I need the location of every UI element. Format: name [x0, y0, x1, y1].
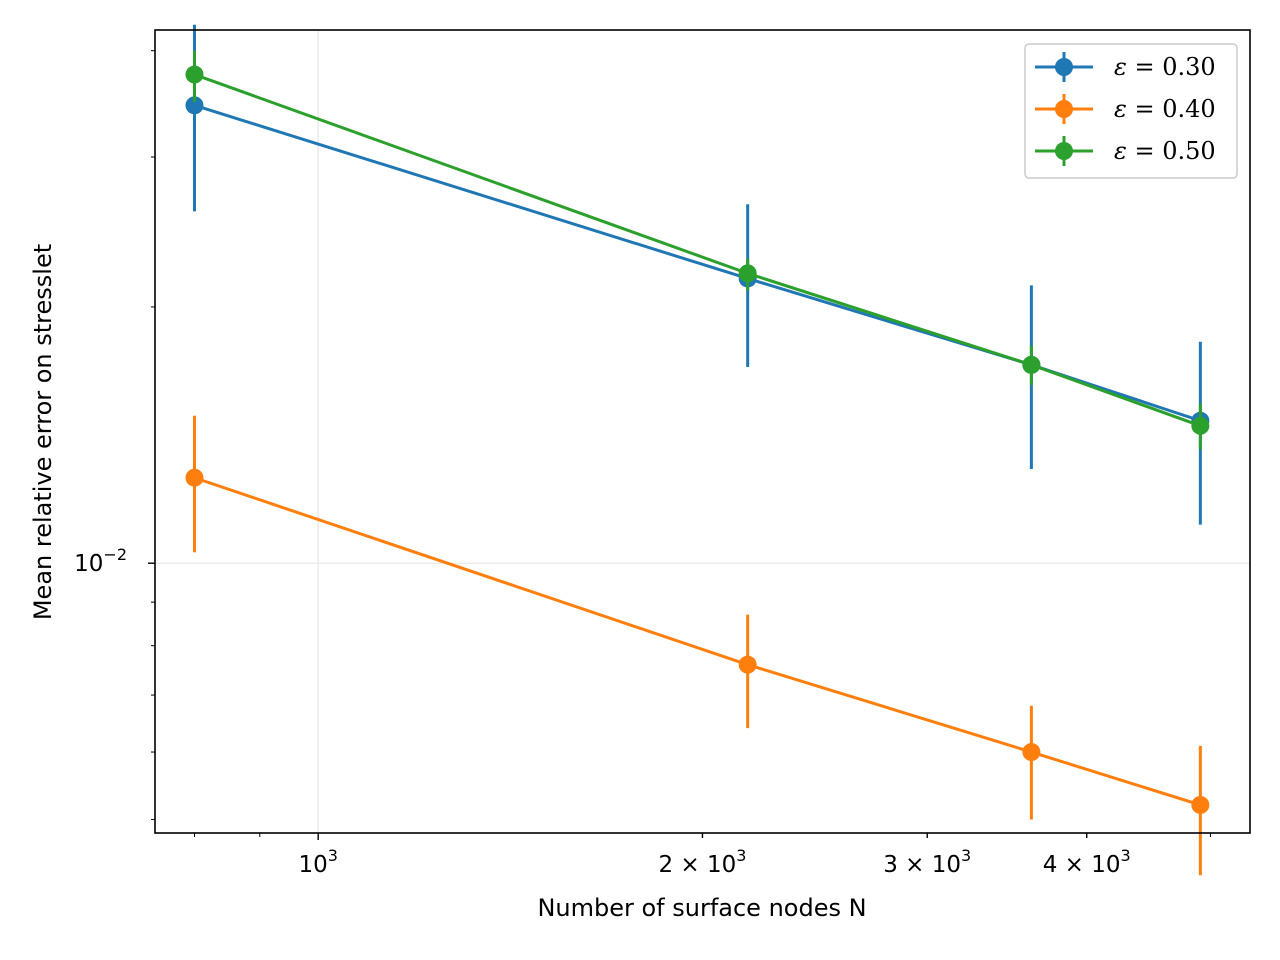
data-point: [1191, 416, 1210, 435]
series-line: [193, 73, 1201, 428]
plot-frame: [154, 29, 1251, 834]
legend-label: ε = 0.40: [1114, 95, 1216, 123]
x-tick-label: 103: [298, 846, 337, 878]
data-point: [738, 655, 757, 674]
legend-marker: [1055, 142, 1073, 160]
legend-box: [1024, 43, 1238, 179]
series-line: [194, 103, 1201, 423]
legend-item: ε = 0.40: [1035, 94, 1216, 124]
data-point: [185, 65, 204, 84]
legend-item: ε = 0.30: [1035, 52, 1216, 82]
x-tick-label: 4 × 103: [1043, 846, 1131, 878]
data-point: [1191, 795, 1210, 814]
data-point: [738, 264, 757, 283]
data-point: [185, 468, 204, 487]
data-point: [1022, 743, 1041, 762]
grid: [155, 30, 1250, 833]
series-layer: [185, 24, 1210, 876]
legend-marker: [1055, 100, 1073, 118]
y-axis-label: Mean relative error on stresslet: [29, 244, 57, 620]
x-tick-label: 2 × 103: [658, 846, 746, 878]
legend-label: ε = 0.30: [1114, 53, 1216, 81]
data-point: [1022, 355, 1041, 374]
data-point: [185, 96, 204, 115]
x-axis-label: Number of surface nodes N: [537, 894, 866, 922]
legend-item: ε = 0.50: [1035, 136, 1216, 166]
series-line: [194, 476, 1201, 807]
y-tick-label: 10−2: [74, 545, 127, 577]
series-3: [185, 50, 1210, 450]
legend: ε = 0.30 ε = 0.40 ε = 0.50: [1024, 43, 1238, 179]
legend-label: ε = 0.50: [1114, 137, 1216, 165]
major-ticks: 103 2 × 103 3 × 103 4 × 103 10−2: [74, 545, 1131, 878]
legend-marker: [1055, 58, 1073, 76]
series-2: [185, 415, 1210, 876]
x-tick-label: 3 × 103: [883, 846, 971, 878]
